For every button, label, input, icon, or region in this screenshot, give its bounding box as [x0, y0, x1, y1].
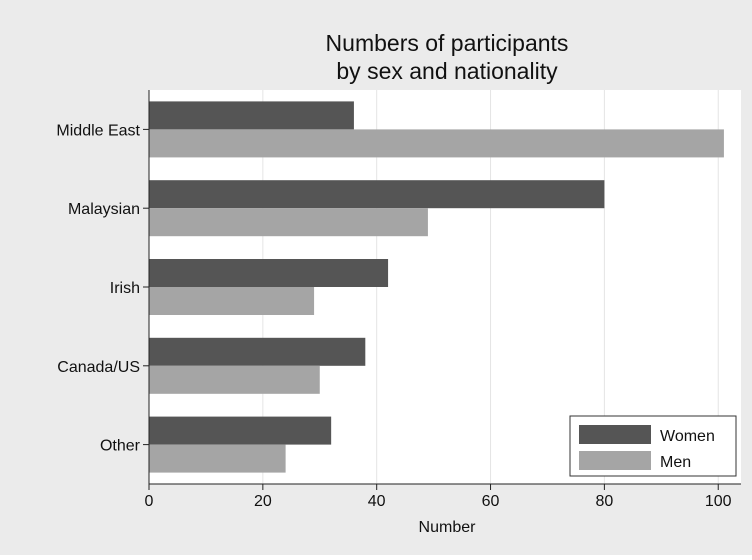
- bar-men-malaysian: [149, 208, 428, 237]
- legend: Women Men: [569, 415, 737, 477]
- y-axis-ticks: Middle East Malaysian Irish Canada/US Other: [56, 122, 149, 455]
- bar-men-other: [149, 444, 286, 473]
- legend-label-men: Men: [660, 454, 691, 471]
- legend-swatch-women: [579, 425, 651, 444]
- bar-men-irish: [149, 287, 315, 315]
- x-tick-label-100: 100: [705, 493, 732, 510]
- x-tick-label-0: 0: [145, 493, 154, 510]
- legend-label-women: Women: [660, 428, 715, 445]
- x-axis-ticks: 0 20 40 60 80 100: [145, 484, 732, 510]
- x-tick-label-40: 40: [368, 493, 386, 510]
- x-tick-label-60: 60: [482, 493, 500, 510]
- y-tick-label-other: Other: [100, 438, 141, 455]
- x-axis-label: Number: [419, 519, 477, 536]
- bar-men-middle-east: [149, 129, 724, 158]
- bar-women-irish: [149, 259, 389, 287]
- chart-subtitle: by sex and nationality: [336, 58, 558, 84]
- y-tick-label-canada-us: Canada/US: [57, 359, 140, 376]
- y-tick-label-middle-east: Middle East: [56, 122, 140, 139]
- bar-men-canada-us: [149, 365, 320, 394]
- legend-swatch-men: [579, 451, 651, 470]
- bars: [149, 101, 724, 473]
- bar-women-middle-east: [149, 101, 354, 130]
- chart-title: Numbers of participants: [326, 30, 569, 56]
- x-tick-label-80: 80: [595, 493, 613, 510]
- bar-women-other: [149, 416, 332, 445]
- bar-women-canada-us: [149, 337, 366, 366]
- x-tick-label-20: 20: [254, 493, 272, 510]
- y-tick-label-malaysian: Malaysian: [68, 201, 140, 218]
- y-tick-label-irish: Irish: [110, 280, 140, 297]
- bar-women-malaysian: [149, 180, 605, 209]
